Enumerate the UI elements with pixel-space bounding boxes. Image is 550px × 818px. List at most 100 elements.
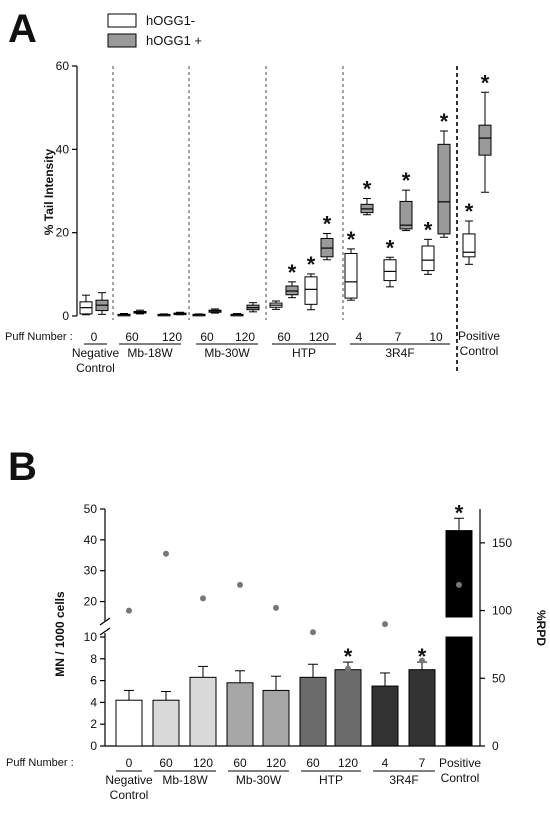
panel-a-letter: A bbox=[8, 7, 37, 51]
box-mb-30w-120-hogg1-plus bbox=[246, 302, 260, 313]
bar-mb-18w-120 bbox=[189, 665, 217, 747]
panel-a-puff-mb-18w-120: 120 bbox=[162, 330, 182, 344]
panel-a-y-tick-label-20: 20 bbox=[56, 226, 70, 240]
box-htp-60-hogg1-plus-iqr bbox=[285, 285, 299, 296]
panel-b-puff-mb-18w-60: 60 bbox=[159, 756, 173, 770]
panel-b: B MN / 1000 cells %RPD 02468102030405005… bbox=[6, 445, 548, 802]
bar-3r4f-7-rect bbox=[408, 669, 436, 747]
bar-htp-120: * bbox=[334, 644, 362, 747]
panel-b-y-tick-label-30: 30 bbox=[84, 564, 98, 578]
box-3r4f-7-hogg1-plus: * bbox=[399, 168, 413, 232]
rpd-point-negative-control-0 bbox=[126, 607, 132, 614]
legend-label-hogg1-plus: hOGG1 + bbox=[146, 33, 202, 48]
panel-b-puff-htp-60: 60 bbox=[306, 756, 320, 770]
panel-a-dividers bbox=[112, 66, 458, 372]
bar-mb-30w-120 bbox=[262, 675, 290, 747]
panel-b-puff-number-label: Puff Number : bbox=[6, 757, 74, 769]
panel-a-group-label-positive-control-1: Control bbox=[460, 344, 499, 358]
panel-a-puff-mb-30w-120: 120 bbox=[235, 330, 255, 344]
panel-b-group-label-positive-control-1: Control bbox=[441, 771, 480, 785]
panel-b-puff-mb-30w-60: 60 bbox=[233, 756, 247, 770]
box-3r4f-10-hogg1-minus-iqr bbox=[421, 245, 435, 272]
box-3r4f-4-hogg1-plus-significance-star: * bbox=[363, 177, 372, 202]
legend-swatch-hogg1-plus bbox=[107, 33, 137, 48]
panel-b-y-tick-label-0: 0 bbox=[90, 739, 97, 753]
panel-b-puff-mb-18w-120: 120 bbox=[193, 756, 213, 770]
panel-b-group-label-mb-30w-0: Mb-30W bbox=[236, 773, 282, 787]
panel-a-puff-number-label: Puff Number : bbox=[5, 331, 73, 343]
panel-b-y-tick-label-2: 2 bbox=[90, 717, 97, 731]
panel-b-y-tick-label-50: 50 bbox=[84, 502, 98, 516]
box-mb-30w-60-hogg1-plus bbox=[208, 308, 222, 314]
rpd-point-mb-18w-120 bbox=[200, 595, 206, 602]
bar-3r4f-4 bbox=[371, 672, 399, 747]
box-3r4f-10-hogg1-plus: * bbox=[437, 109, 451, 238]
panel-b-axis-break-mark-lower bbox=[99, 627, 111, 636]
panel-b-puff-htp-120: 120 bbox=[338, 756, 358, 770]
box-3r4f-7-hogg1-plus-significance-star: * bbox=[402, 168, 411, 193]
panel-a-legend: hOGG1- hOGG1 + bbox=[107, 13, 202, 48]
rpd-point-3r4f-4 bbox=[382, 621, 388, 628]
bar-htp-120-significance-star: * bbox=[344, 644, 353, 669]
rpd-point-htp-60 bbox=[310, 629, 316, 636]
box-positive-control-hogg1-plus: * bbox=[478, 70, 492, 193]
bar-mb-30w-60 bbox=[226, 670, 254, 747]
panel-b-y2-tick-label-0: 0 bbox=[492, 739, 499, 753]
box-mb-30w-120-hogg1-minus bbox=[230, 313, 244, 317]
box-htp-60-hogg1-plus: * bbox=[285, 260, 299, 299]
box-3r4f-4-hogg1-plus: * bbox=[360, 177, 374, 216]
panel-b-puff-3r4f-4: 4 bbox=[382, 756, 389, 770]
panel-b-puff-mb-30w-120: 120 bbox=[266, 756, 286, 770]
panel-b-group-label-positive-control-0: Positive bbox=[439, 756, 481, 770]
bar-mb-18w-120-rect bbox=[189, 676, 217, 747]
bar-3r4f-7: * bbox=[408, 644, 436, 747]
bar-positive-control-lower-segment bbox=[445, 636, 473, 747]
box-htp-120-hogg1-minus-iqr bbox=[304, 276, 318, 305]
box-3r4f-4-hogg1-minus: * bbox=[344, 227, 358, 301]
panel-a-group-label-3r4f-0: 3R4F bbox=[385, 346, 414, 360]
panel-a-puff-negative-control-0: 0 bbox=[91, 330, 98, 344]
panel-a-group-label-positive-control-0: Positive bbox=[458, 329, 500, 343]
panel-b-letter: B bbox=[8, 445, 37, 489]
rpd-point-positive-control bbox=[456, 581, 462, 588]
panel-a-boxes: * * * * * * * * * * * bbox=[79, 70, 492, 317]
panel-b-y-axis-title: MN / 1000 cells bbox=[53, 591, 67, 677]
box-negative-control-0-hogg1-minus bbox=[79, 294, 93, 316]
box-3r4f-10-hogg1-plus-iqr bbox=[437, 143, 451, 235]
bar-mb-30w-120-rect bbox=[262, 689, 290, 747]
box-htp-60-hogg1-plus-significance-star: * bbox=[288, 260, 297, 285]
panel-b-y-tick-label-4: 4 bbox=[90, 695, 97, 709]
box-positive-control-hogg1-plus-iqr bbox=[478, 124, 492, 156]
panel-a-y-tick-label-40: 40 bbox=[56, 142, 70, 156]
panel-b-puff-3r4f-7: 7 bbox=[419, 756, 426, 770]
rpd-point-mb-30w-60 bbox=[237, 581, 243, 588]
box-3r4f-7-hogg1-minus: * bbox=[383, 235, 397, 288]
panel-a-group-label-negative-control-1: Control bbox=[76, 361, 115, 375]
bar-mb-18w-60-rect bbox=[152, 699, 180, 747]
box-mb-30w-60-hogg1-minus bbox=[192, 313, 206, 317]
panel-a-axes: 0 20 40 60 bbox=[56, 59, 78, 323]
panel-a-puff-mb-30w-60: 60 bbox=[200, 330, 214, 344]
rpd-point-mb-30w-120 bbox=[273, 604, 279, 611]
panel-b-bars: * * * bbox=[115, 500, 473, 747]
bar-htp-60 bbox=[299, 663, 327, 747]
legend-swatch-hogg1-minus bbox=[107, 13, 137, 28]
box-3r4f-10-hogg1-minus: * bbox=[421, 217, 435, 275]
panel-b-group-label-htp-0: HTP bbox=[319, 773, 343, 787]
box-htp-60-hogg1-minus bbox=[269, 300, 283, 310]
panel-b-group-label-3r4f-0: 3R4F bbox=[389, 773, 418, 787]
panel-b-y-tick-label-40: 40 bbox=[84, 533, 98, 547]
bar-htp-60-rect bbox=[299, 676, 327, 747]
rpd-point-htp-120 bbox=[345, 665, 351, 672]
panel-a-puff-3r4f-10: 10 bbox=[429, 330, 443, 344]
box-3r4f-4-hogg1-minus-iqr bbox=[344, 253, 358, 299]
box-positive-control-hogg1-minus-iqr bbox=[462, 233, 476, 258]
bar-negative-control-0 bbox=[115, 689, 143, 747]
box-3r4f-10-hogg1-minus-significance-star: * bbox=[424, 217, 433, 242]
rpd-point-mb-18w-60 bbox=[163, 550, 169, 557]
bar-htp-120-rect bbox=[334, 669, 362, 747]
panel-a-y-tick-label-60: 60 bbox=[56, 59, 70, 73]
panel-a-group-label-negative-control-0: Negative bbox=[72, 346, 120, 360]
panel-b-y-tick-label-6: 6 bbox=[90, 674, 97, 688]
